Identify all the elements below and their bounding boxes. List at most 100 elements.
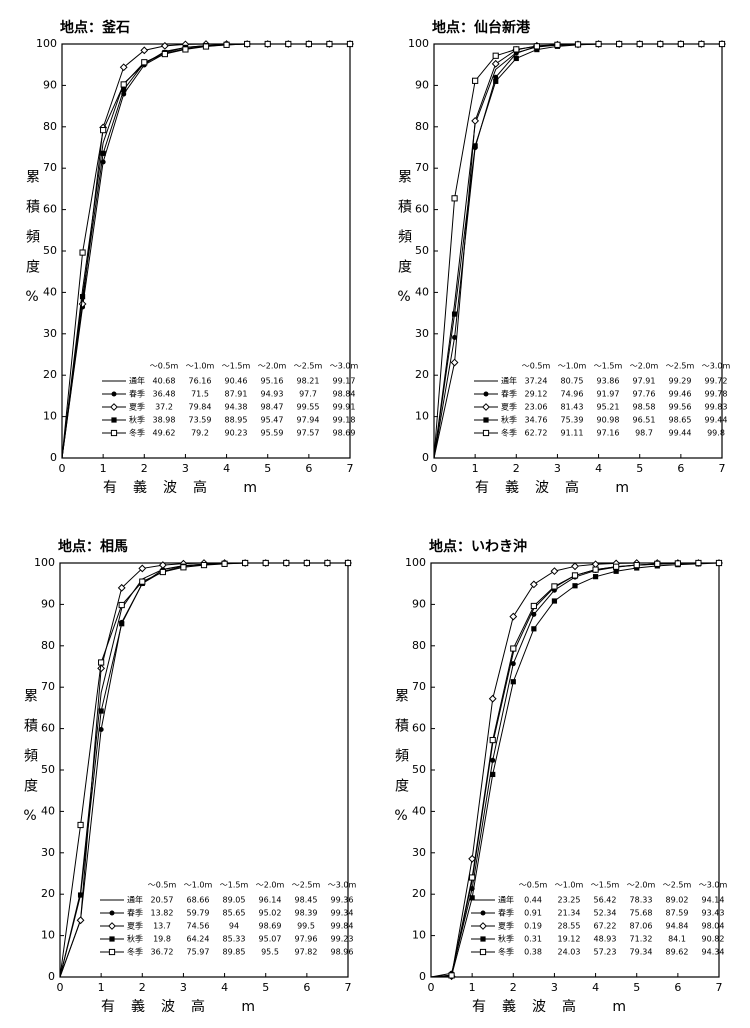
table-header: ～2.5m xyxy=(663,881,692,890)
marker xyxy=(490,771,496,778)
table-cell: 37.24 xyxy=(525,377,548,386)
table-cell: 19.8 xyxy=(153,935,171,944)
legend-label: 通年 xyxy=(501,376,517,386)
marker xyxy=(161,50,168,58)
x-axis-label: 有義波高 m xyxy=(472,998,642,1015)
marker xyxy=(452,334,458,340)
table-cell: 99.84 xyxy=(331,922,354,931)
table-cell: 64.24 xyxy=(187,935,210,944)
table-cell: 97.96 xyxy=(295,935,318,944)
y-tick-label: 100 xyxy=(36,37,57,50)
marker xyxy=(448,972,455,979)
table-cell: 98.21 xyxy=(297,377,320,386)
marker xyxy=(513,55,519,62)
table-cell: 99.17 xyxy=(333,377,356,386)
legend-label: 通年 xyxy=(129,376,145,386)
marker xyxy=(305,40,312,48)
legend-marker xyxy=(482,403,490,411)
table-cell: 78.33 xyxy=(630,896,653,905)
table-cell: 38.98 xyxy=(153,416,176,425)
x-tick-label: 6 xyxy=(677,462,684,475)
marker xyxy=(695,559,702,567)
table-cell: 95.16 xyxy=(261,377,284,386)
legend-label: 冬季 xyxy=(129,428,145,438)
table-header: ～1.0m xyxy=(558,362,587,371)
table-cell: 21.34 xyxy=(558,909,581,918)
table-cell: 80.75 xyxy=(561,377,584,386)
table-cell: 71.5 xyxy=(191,390,209,399)
table-cell: 13.82 xyxy=(151,909,174,918)
x-axis-label: 有義波高 m xyxy=(103,479,273,496)
x-tick-label: 4 xyxy=(223,462,230,475)
y-tick-label: 70 xyxy=(41,680,55,693)
y-tick-label: 10 xyxy=(415,410,429,423)
table-header: ～2.5m xyxy=(294,362,323,371)
table-header: ～1.5m xyxy=(222,362,251,371)
legend-marker xyxy=(110,403,118,411)
legend-label: 春季 xyxy=(498,908,514,918)
y-tick-label: 40 xyxy=(43,285,57,298)
y-tick-label: 0 xyxy=(48,970,55,983)
marker xyxy=(244,40,251,48)
y-tick-label: 70 xyxy=(43,161,57,174)
marker xyxy=(492,52,499,59)
y-tick-label: 30 xyxy=(43,327,57,340)
y-tick-label: 90 xyxy=(412,597,426,610)
x-tick-label: 4 xyxy=(221,981,228,994)
y-tick-label: 60 xyxy=(412,722,426,735)
x-tick-label: 4 xyxy=(592,981,599,994)
table-cell: 89.62 xyxy=(666,948,689,957)
table-cell: 99.44 xyxy=(669,429,692,438)
marker xyxy=(613,568,619,574)
y-tick-label: 40 xyxy=(415,285,429,298)
table-cell: 0.91 xyxy=(524,909,542,918)
marker xyxy=(100,150,106,156)
marker xyxy=(718,40,726,48)
legend-label: 春季 xyxy=(127,908,143,918)
table-header: ～1.0m xyxy=(555,881,584,890)
marker xyxy=(79,294,86,300)
table-cell: 95.47 xyxy=(261,416,284,425)
table-cell: 84.1 xyxy=(668,935,686,944)
table-cell: 37.2 xyxy=(155,403,173,412)
y-tick-label: 60 xyxy=(43,203,57,216)
table-cell: 99.18 xyxy=(333,416,356,425)
x-tick-label: 4 xyxy=(595,462,602,475)
y-tick-label: 50 xyxy=(412,763,426,776)
table-cell: 56.42 xyxy=(594,896,617,905)
legend-marker xyxy=(108,948,116,956)
marker xyxy=(223,41,230,48)
table-cell: 97.82 xyxy=(295,948,318,957)
marker xyxy=(98,708,104,714)
table-cell: 75.39 xyxy=(561,416,584,425)
marker xyxy=(303,559,310,567)
x-tick-label: 0 xyxy=(57,981,64,994)
chart-title: 地点：いわき沖 xyxy=(429,538,527,555)
x-tick-label: 6 xyxy=(303,981,310,994)
marker xyxy=(572,583,578,589)
x-tick-label: 1 xyxy=(472,462,479,475)
marker xyxy=(633,561,640,569)
table-cell: 62.72 xyxy=(525,429,548,438)
legend-label: 秋季 xyxy=(501,415,517,425)
marker xyxy=(472,143,478,149)
marker xyxy=(202,43,210,50)
y-tick-label: 0 xyxy=(422,451,429,464)
marker xyxy=(715,559,723,567)
legend-label: 通年 xyxy=(498,895,514,905)
y-tick-label: 90 xyxy=(43,78,57,91)
y-tick-label: 80 xyxy=(41,639,55,652)
table-cell: 99.23 xyxy=(331,935,354,944)
y-tick-label: 80 xyxy=(43,120,57,133)
x-tick-label: 7 xyxy=(719,462,726,475)
y-tick-label: 90 xyxy=(41,597,55,610)
table-cell: 20.57 xyxy=(151,896,174,905)
table-cell: 36.72 xyxy=(151,948,174,957)
table-cell: 68.66 xyxy=(187,896,210,905)
table-header: ～1.0m xyxy=(184,881,213,890)
table-cell: 98.84 xyxy=(333,390,356,399)
legend-marker xyxy=(109,936,115,942)
